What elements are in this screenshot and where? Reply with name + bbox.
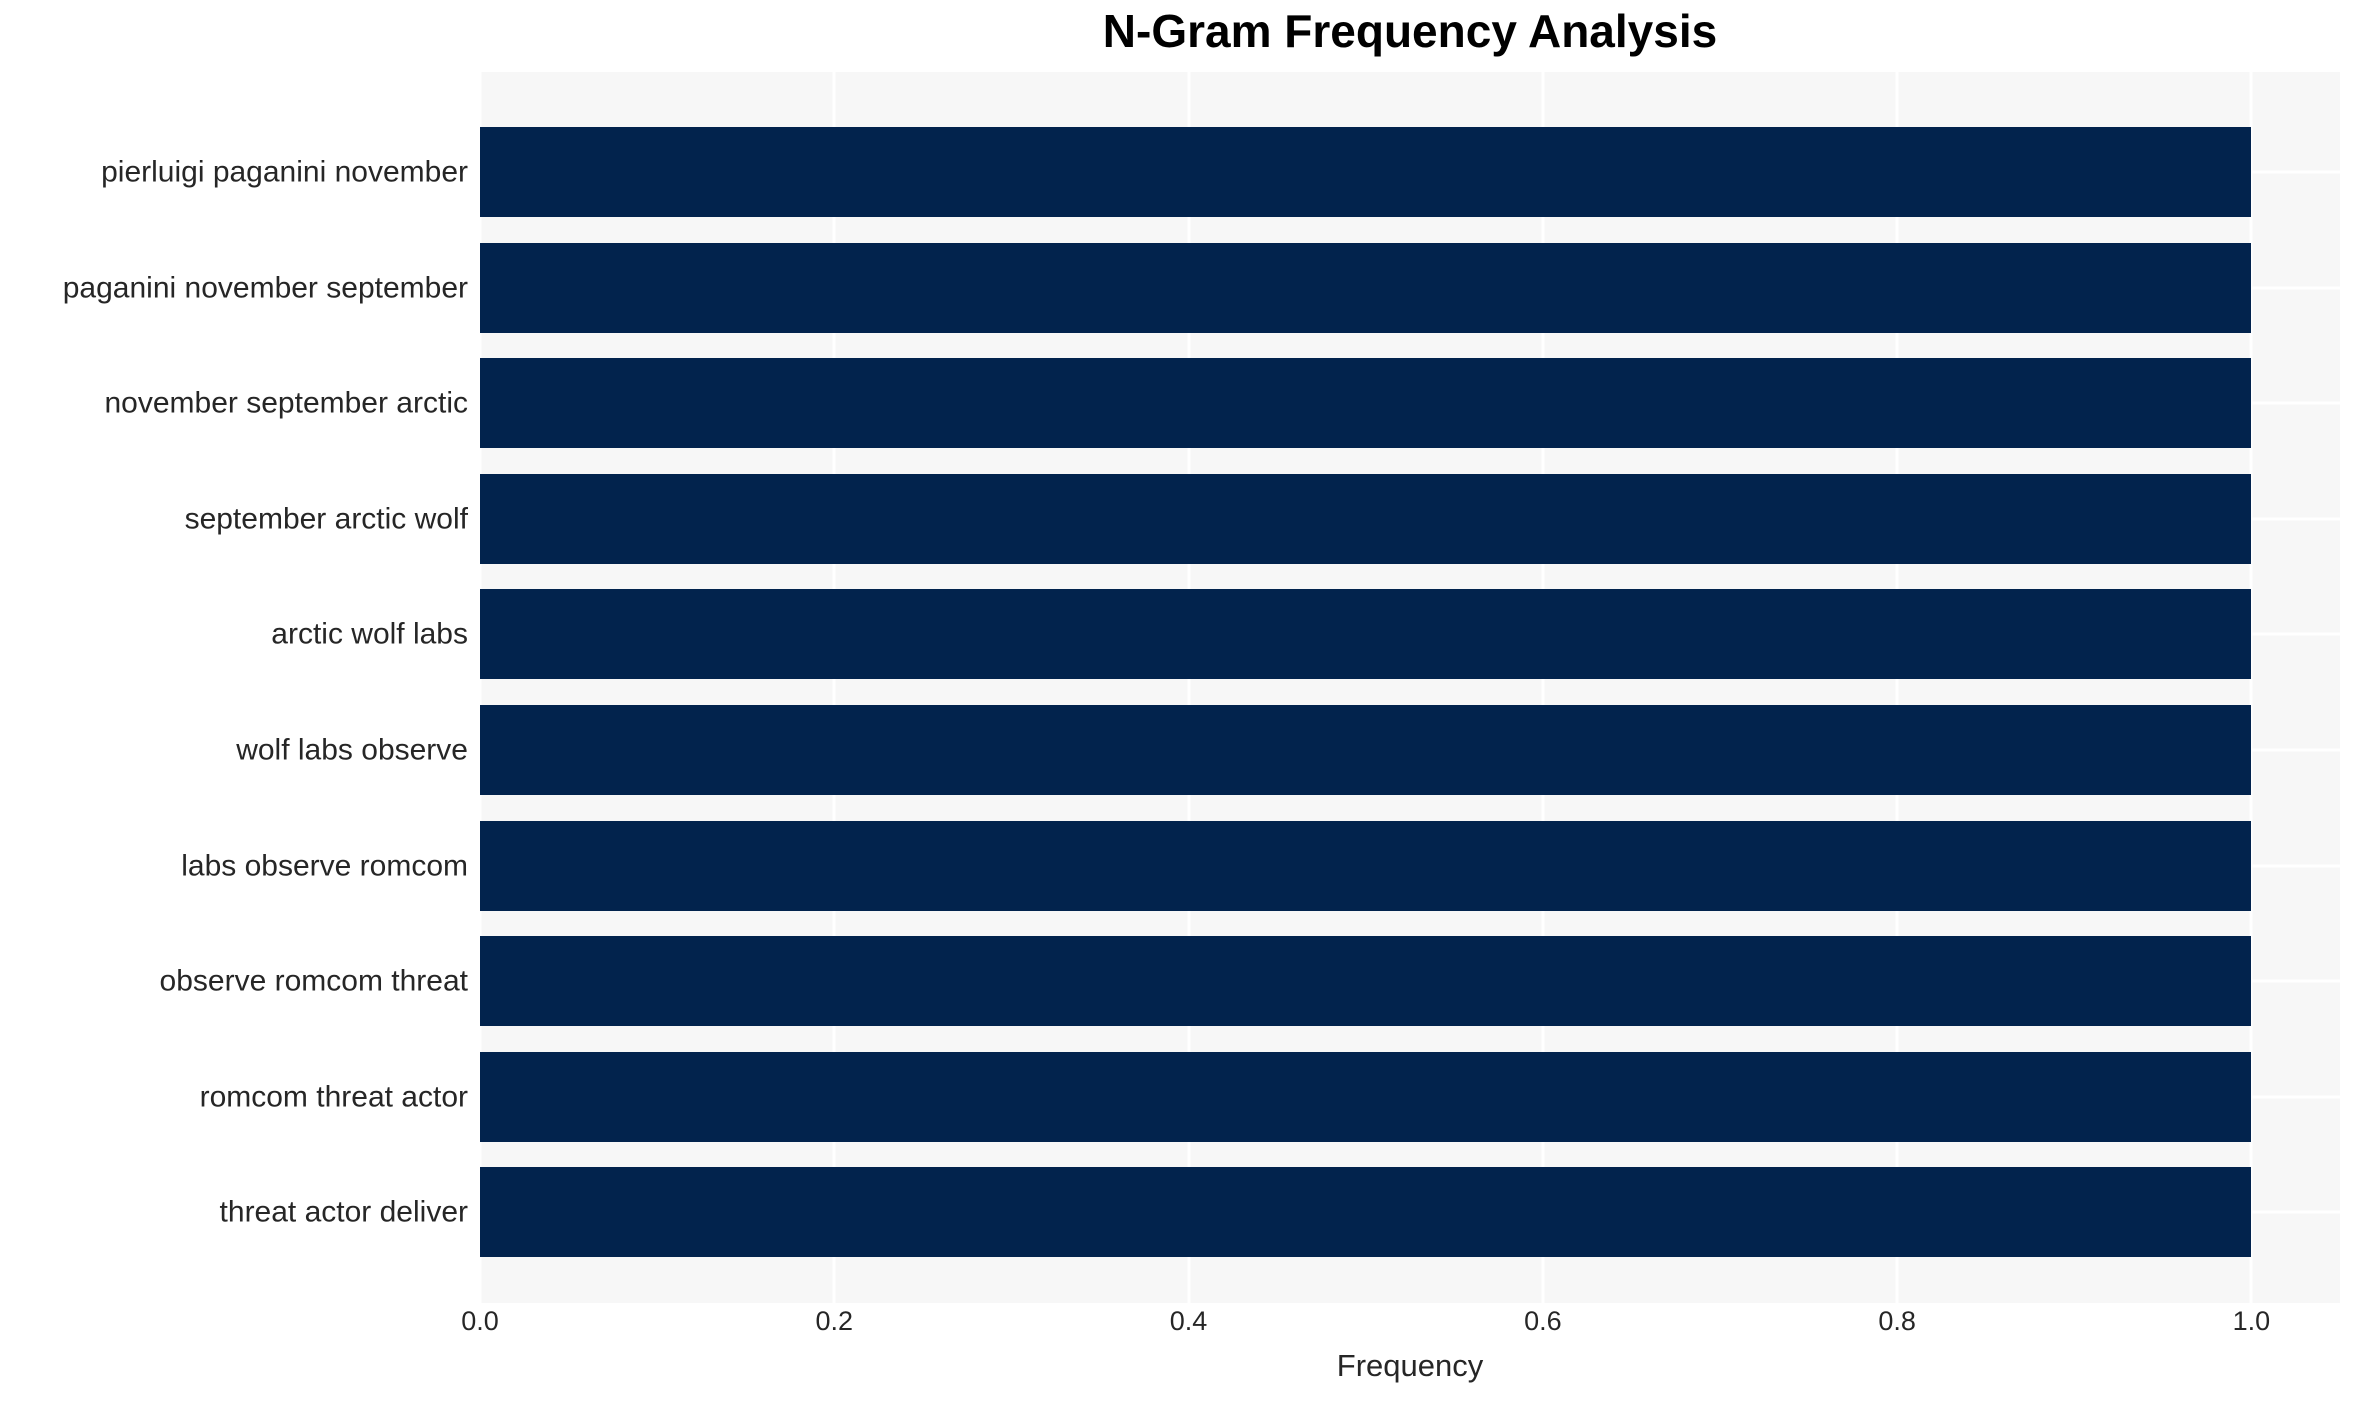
x-tick-label: 1.0 xyxy=(2232,1306,2271,1336)
v-gridline xyxy=(832,72,836,1303)
y-axis: pierluigi paganini november paganini nove… xyxy=(0,0,468,1402)
v-gridline xyxy=(480,72,482,1303)
bar xyxy=(480,589,2252,680)
bar xyxy=(480,1051,2252,1142)
y-tick-label: paganini november september xyxy=(62,271,468,305)
v-gridline xyxy=(1541,72,1545,1303)
plot-area xyxy=(480,72,2340,1303)
bar xyxy=(480,242,2252,333)
bar xyxy=(480,820,2252,911)
bar xyxy=(480,936,2252,1027)
x-axis: 0.0 0.2 0.4 0.6 0.8 1.0 xyxy=(461,1306,2340,1348)
x-tick-label: 0.8 xyxy=(1878,1306,1916,1336)
x-axis-title: Frequency xyxy=(1336,1348,1484,1383)
y-tick-label: september arctic wolf xyxy=(184,502,468,536)
y-tick-label: labs observe romcom xyxy=(181,849,468,883)
y-tick-label: arctic wolf labs xyxy=(271,617,468,651)
bar xyxy=(480,473,2252,564)
v-gridline xyxy=(2249,72,2253,1303)
bar xyxy=(480,1167,2252,1258)
bar xyxy=(480,127,2252,217)
y-tick-label: observe romcom threat xyxy=(159,964,468,998)
v-gridline xyxy=(1895,72,1899,1303)
y-tick-label: wolf labs observe xyxy=(236,733,468,767)
v-gridline xyxy=(1187,72,1191,1303)
bar xyxy=(480,705,2252,795)
y-tick-label: romcom threat actor xyxy=(199,1080,468,1114)
x-tick-label: 0.6 xyxy=(1524,1306,1562,1336)
y-tick-label: november september arctic xyxy=(104,386,469,420)
bar xyxy=(480,358,2252,449)
chart-title: N-Gram Frequency Analysis xyxy=(1102,5,1718,57)
x-tick-label: 0.4 xyxy=(1169,1306,1208,1336)
x-tick-label: 0.2 xyxy=(815,1306,854,1336)
y-tick-label: pierluigi paganini november xyxy=(101,155,468,189)
x-tick-label: 0.0 xyxy=(461,1306,499,1336)
y-tick-label: threat actor deliver xyxy=(219,1195,468,1229)
